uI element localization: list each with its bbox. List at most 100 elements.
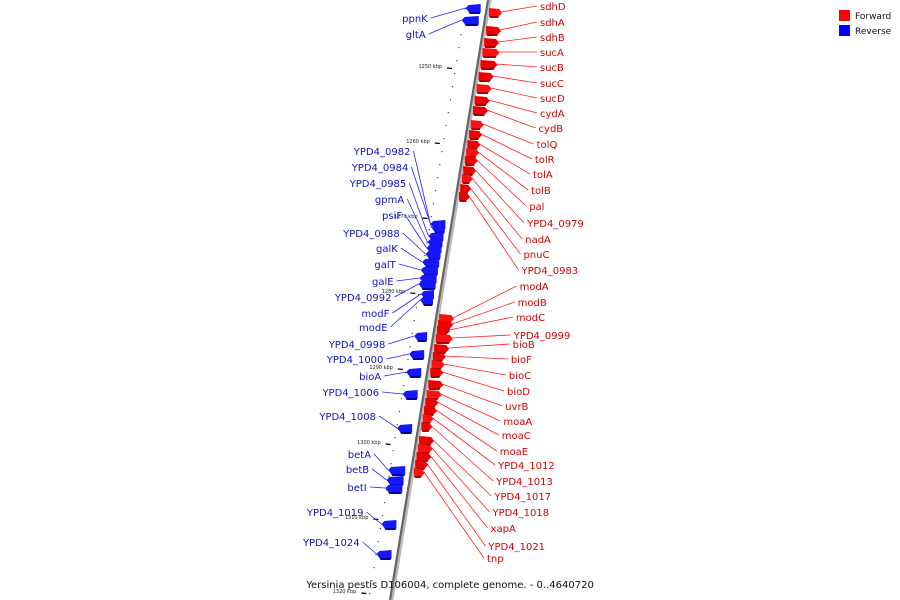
forward-gene-arrow[interactable]: [473, 106, 489, 114]
forward-gene-label[interactable]: moaC: [502, 431, 531, 442]
forward-gene-label[interactable]: nadA: [525, 235, 551, 246]
reverse-gene-label[interactable]: modF: [361, 309, 389, 320]
reverse-gene-label[interactable]: YPD4_0988: [342, 229, 400, 240]
forward-gene-label[interactable]: moaA: [503, 417, 532, 428]
reverse-gene-arrow[interactable]: [376, 550, 392, 558]
forward-gene-arrow[interactable]: [480, 60, 498, 68]
reverse-gene-arrow[interactable]: [428, 232, 444, 240]
reverse-gene-label[interactable]: YPD4_1008: [318, 412, 376, 423]
forward-gene-arrow[interactable]: [474, 96, 490, 104]
forward-gene-arrow[interactable]: [426, 390, 442, 398]
forward-gene-label[interactable]: pal: [529, 202, 544, 213]
reverse-gene-label[interactable]: YPD4_0985: [349, 179, 407, 190]
forward-gene-arrow[interactable]: [489, 8, 503, 16]
forward-gene-label[interactable]: YPD4_0983: [521, 266, 579, 277]
forward-gene-label[interactable]: modB: [518, 298, 547, 309]
forward-gene-label[interactable]: tolA: [533, 170, 553, 181]
reverse-gene-arrow[interactable]: [426, 244, 442, 252]
forward-gene-label[interactable]: xapA: [491, 524, 516, 535]
forward-gene-label[interactable]: cydB: [539, 124, 564, 135]
reverse-gene-arrow[interactable]: [425, 250, 441, 258]
forward-gene-label[interactable]: tnp: [487, 554, 504, 565]
forward-gene-label[interactable]: sdhB: [540, 33, 565, 44]
forward-gene-arrow[interactable]: [431, 360, 445, 368]
forward-gene-arrow[interactable]: [416, 452, 432, 460]
forward-gene-label[interactable]: pnuC: [523, 250, 549, 261]
forward-gene-arrow[interactable]: [430, 368, 444, 376]
forward-gene-arrow[interactable]: [437, 326, 451, 334]
forward-gene-label[interactable]: YPD4_1017: [493, 492, 551, 503]
reverse-gene-label[interactable]: betB: [346, 465, 369, 476]
forward-gene-label[interactable]: bioC: [509, 371, 531, 382]
reverse-gene-arrow[interactable]: [420, 290, 434, 298]
forward-gene-arrow[interactable]: [486, 26, 502, 34]
forward-gene-label[interactable]: sdhA: [540, 18, 565, 29]
forward-gene-label[interactable]: YPD4_1013: [495, 477, 553, 488]
reverse-gene-arrow[interactable]: [419, 274, 437, 282]
forward-gene-label[interactable]: modC: [516, 313, 545, 324]
reverse-gene-arrow[interactable]: [402, 390, 418, 398]
reverse-gene-label[interactable]: YPD4_0992: [334, 293, 392, 304]
forward-gene-label[interactable]: modA: [520, 282, 549, 293]
reverse-gene-arrow[interactable]: [409, 350, 425, 358]
reverse-gene-arrow[interactable]: [381, 520, 397, 528]
forward-gene-arrow[interactable]: [425, 398, 439, 406]
reverse-gene-label[interactable]: ppnK: [402, 14, 428, 25]
forward-gene-arrow[interactable]: [464, 156, 478, 164]
forward-gene-arrow[interactable]: [463, 166, 477, 174]
reverse-gene-label[interactable]: YPD4_1024: [302, 538, 360, 549]
forward-gene-arrow[interactable]: [458, 192, 470, 200]
reverse-gene-label[interactable]: bioA: [359, 372, 381, 383]
reverse-gene-label[interactable]: betI: [347, 483, 366, 494]
forward-gene-arrow[interactable]: [476, 84, 492, 92]
forward-gene-arrow[interactable]: [428, 380, 444, 388]
reverse-gene-arrow[interactable]: [414, 332, 428, 340]
forward-gene-arrow[interactable]: [470, 120, 484, 128]
reverse-gene-label[interactable]: gltA: [406, 30, 426, 41]
reverse-gene-label[interactable]: modE: [359, 323, 388, 334]
reverse-gene-arrow[interactable]: [420, 296, 433, 304]
reverse-gene-label[interactable]: galE: [372, 277, 394, 288]
forward-gene-label[interactable]: uvrB: [505, 402, 528, 413]
forward-gene-label[interactable]: sucB: [540, 63, 564, 74]
forward-gene-arrow[interactable]: [422, 414, 434, 422]
reverse-gene-arrow[interactable]: [386, 476, 404, 484]
forward-gene-arrow[interactable]: [469, 130, 483, 138]
forward-gene-label[interactable]: tolB: [531, 186, 551, 197]
forward-gene-label[interactable]: sucD: [540, 94, 565, 105]
forward-gene-arrow[interactable]: [432, 352, 446, 360]
forward-gene-label[interactable]: sucA: [540, 48, 564, 59]
reverse-gene-label[interactable]: YPD4_1006: [321, 388, 379, 399]
forward-gene-label[interactable]: bioF: [511, 355, 532, 366]
forward-gene-arrow[interactable]: [461, 174, 473, 182]
forward-gene-arrow[interactable]: [438, 320, 454, 328]
reverse-gene-arrow[interactable]: [422, 258, 440, 266]
forward-gene-label[interactable]: bioB: [513, 340, 535, 351]
reverse-gene-arrow[interactable]: [427, 238, 443, 246]
forward-gene-arrow[interactable]: [460, 184, 472, 192]
reverse-gene-arrow[interactable]: [461, 16, 479, 24]
forward-gene-label[interactable]: cydA: [540, 109, 565, 120]
reverse-gene-label[interactable]: gpmA: [375, 195, 404, 206]
forward-gene-arrow[interactable]: [413, 468, 425, 476]
forward-gene-arrow[interactable]: [482, 48, 500, 56]
reverse-gene-label[interactable]: betA: [348, 450, 371, 461]
forward-gene-arrow[interactable]: [417, 444, 433, 452]
reverse-gene-label[interactable]: YPD4_0998: [328, 340, 386, 351]
reverse-gene-arrow[interactable]: [418, 280, 436, 288]
forward-gene-arrow[interactable]: [421, 422, 433, 430]
forward-gene-arrow[interactable]: [466, 148, 480, 156]
forward-gene-label[interactable]: tolQ: [537, 140, 558, 151]
forward-gene-arrow[interactable]: [478, 72, 494, 80]
reverse-gene-arrow[interactable]: [465, 4, 481, 12]
reverse-gene-arrow[interactable]: [420, 266, 438, 274]
forward-gene-arrow[interactable]: [439, 314, 455, 322]
forward-gene-arrow[interactable]: [435, 334, 453, 342]
forward-gene-label[interactable]: YPD4_1012: [497, 461, 555, 472]
forward-gene-arrow[interactable]: [419, 436, 435, 444]
reverse-gene-label[interactable]: YPD4_0984: [351, 163, 409, 174]
reverse-gene-arrow[interactable]: [397, 424, 413, 432]
forward-gene-label[interactable]: sdhD: [540, 2, 566, 13]
forward-gene-arrow[interactable]: [424, 406, 438, 414]
reverse-gene-arrow[interactable]: [431, 224, 445, 232]
